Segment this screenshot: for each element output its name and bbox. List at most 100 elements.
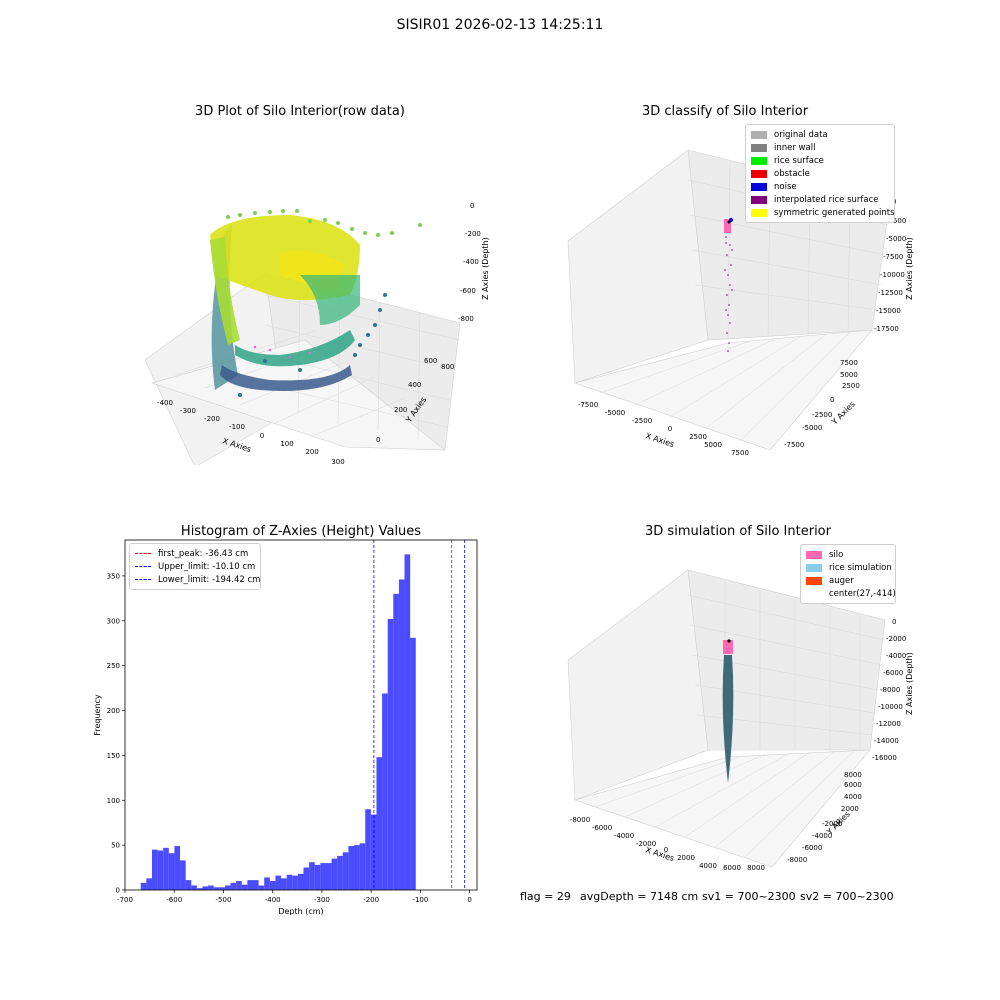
panel1-xtick-labels: -400 -300 -200 -100 0 100 200 300 — [157, 399, 345, 465]
histogram-ytick-label: 200 — [107, 707, 120, 715]
legend-swatch — [751, 169, 767, 178]
legend-item: auger — [806, 574, 890, 587]
legend-label: symmetric generated points — [774, 207, 895, 218]
p1-ytick: 400 — [408, 381, 421, 389]
legend-item: symmetric generated points — [751, 206, 895, 219]
p2-ztick: -15000 — [876, 307, 901, 315]
legend-swatch — [806, 576, 822, 585]
p4-ytick: -6000 — [802, 844, 822, 852]
p1-xtick: -200 — [204, 415, 220, 423]
p4-xtick: 6000 — [723, 864, 741, 872]
histogram-bar — [320, 863, 326, 890]
legend-item: noise — [751, 180, 889, 193]
legend-item: Lower_limit: -194.42 cm — [135, 573, 260, 586]
legend-label: silo — [829, 549, 844, 560]
panel2-pane-left — [567, 149, 709, 384]
histogram-bar — [247, 880, 253, 890]
legend-item: center(27,-414) — [806, 587, 896, 600]
p2-ytick: 7500 — [840, 359, 858, 367]
histogram-bar — [376, 757, 383, 890]
histogram-xtick-label: -600 — [166, 896, 182, 904]
histogram-bar — [264, 877, 270, 890]
p2-ytick: 0 — [830, 396, 834, 404]
panel1-ztick-labels: 0 -200 -400 -600 -800 — [458, 202, 481, 323]
p4-ytick: -4000 — [812, 832, 832, 840]
p4-ytick: 0 — [836, 818, 840, 826]
panel4-title: 3D simulation of Silo Interior — [645, 524, 831, 539]
histogram-xtick-label: 0 — [467, 896, 471, 904]
histogram-bar — [224, 885, 231, 890]
histogram-xtick-label: -400 — [265, 896, 281, 904]
p4-ytick: -8000 — [787, 856, 807, 864]
legend-label: inner wall — [774, 142, 816, 153]
histogram-ytick-label: 250 — [107, 662, 120, 670]
status-sv1: sv1 = 700~2300 — [702, 890, 796, 903]
p2-xtick: -7500 — [578, 401, 598, 409]
histogram-bar — [230, 882, 237, 890]
legend-label: rice simulation — [829, 562, 892, 573]
histogram-bar — [180, 860, 186, 890]
histogram-ylabel: Frequency — [93, 694, 102, 736]
legend-swatch — [751, 208, 767, 217]
panel1-title: 3D Plot of Silo Interior(row data) — [195, 104, 405, 119]
p1-ztick: -200 — [465, 230, 481, 238]
p4-ztick: -8000 — [880, 686, 900, 694]
p4-ytick: 4000 — [844, 793, 862, 801]
p2-xtick: 0 — [668, 425, 672, 433]
histogram-legend: first_peak: -36.43 cm Upper_limit: -10.1… — [129, 543, 261, 590]
histogram-bar — [191, 885, 197, 890]
histogram-bar — [387, 618, 394, 890]
legend-item: rice surface — [751, 154, 889, 167]
histogram-bar — [365, 809, 371, 890]
panel1-ytick-labels: 0 200 400 600 800 — [376, 357, 454, 444]
legend-item: rice simulation — [806, 561, 892, 574]
histogram-xticks: -700 -600 -500 -400 -300 -200 -100 0 — [117, 890, 472, 904]
histogram-ytick-label: 300 — [107, 617, 120, 625]
p4-zlabel: Z Axies (Depth) — [905, 652, 914, 715]
legend-label: interpolated rice surface — [774, 194, 879, 205]
histogram-bar — [325, 863, 332, 890]
panel4-silo — [723, 640, 733, 654]
p1-ztick: 0 — [470, 202, 474, 210]
p2-ztick: -12500 — [878, 289, 903, 297]
histogram-bar — [314, 864, 321, 890]
p2-ztick: -7500 — [883, 253, 903, 261]
legend-line-swatch — [135, 566, 151, 567]
panel4-center-marker — [727, 639, 731, 643]
p4-ztick: -6000 — [883, 669, 903, 677]
histogram-bar — [286, 874, 293, 890]
legend-swatch — [806, 563, 822, 572]
panel4-ytick-labels: -8000 -6000 -4000 -2000 0 2000 4000 6000… — [787, 771, 862, 864]
legend-swatch — [806, 550, 822, 559]
p2-ztick: -17500 — [874, 325, 899, 333]
histogram-bar — [258, 885, 265, 890]
legend-item: original data — [751, 128, 889, 141]
legend-item: Upper_limit: -10.10 cm — [135, 560, 255, 573]
p2-ytick: -5000 — [802, 424, 822, 432]
histogram-bar — [410, 637, 416, 890]
p1-ytick: 0 — [376, 436, 380, 444]
panel4-rice-simulation — [722, 655, 734, 783]
histogram-bar — [140, 882, 147, 890]
p4-ztick: -10000 — [878, 703, 903, 711]
legend-swatch — [751, 143, 767, 152]
histogram-bar — [348, 846, 355, 890]
p1-xtick: 100 — [280, 440, 293, 448]
status-avg-depth: avgDepth = 7148 cm — [580, 890, 699, 903]
panel2-points — [724, 218, 733, 352]
histogram-bar — [236, 881, 242, 890]
p4-ytick: 2000 — [841, 805, 859, 813]
legend-label: obstacle — [774, 168, 810, 179]
histogram-bar — [281, 878, 287, 890]
legend-item: inner wall — [751, 141, 889, 154]
legend-label: original data — [774, 129, 828, 140]
p4-xtick: -2000 — [636, 840, 656, 848]
panel4-ztick-labels: 0 -2000 -4000 -6000 -8000 -10000 -12000 … — [872, 618, 906, 762]
p2-xtick: 5000 — [704, 441, 722, 449]
p4-xtick: -6000 — [592, 824, 612, 832]
histogram-bar — [185, 880, 192, 890]
histogram-ytick-label: 100 — [107, 797, 120, 805]
histogram-bar — [163, 847, 169, 890]
histogram-xtick-label: -300 — [314, 896, 330, 904]
histogram-bar — [393, 593, 399, 890]
